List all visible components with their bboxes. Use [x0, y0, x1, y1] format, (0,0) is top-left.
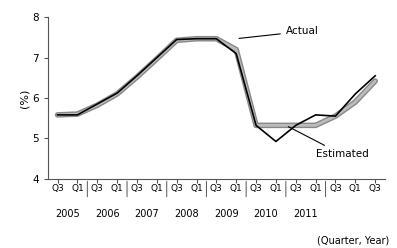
Text: Actual: Actual	[239, 27, 319, 38]
Text: 2009: 2009	[214, 209, 239, 219]
Text: 2010: 2010	[254, 209, 278, 219]
Text: (Quarter, Year): (Quarter, Year)	[317, 236, 389, 246]
Text: 2008: 2008	[174, 209, 199, 219]
Text: Estimated: Estimated	[288, 127, 368, 159]
Text: 2011: 2011	[293, 209, 318, 219]
Text: 2006: 2006	[95, 209, 119, 219]
Text: 2007: 2007	[135, 209, 159, 219]
Y-axis label: (%): (%)	[19, 88, 29, 108]
Text: 2005: 2005	[55, 209, 80, 219]
